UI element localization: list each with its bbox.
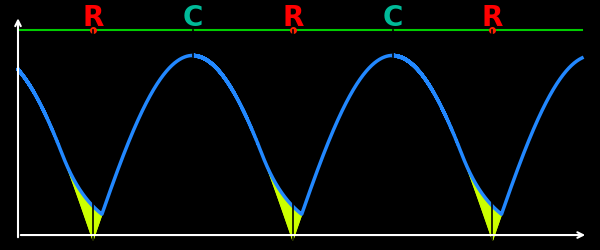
Text: C: C	[183, 4, 203, 32]
Text: R: R	[282, 4, 304, 32]
Text: C: C	[383, 4, 403, 32]
Text: R: R	[481, 4, 503, 32]
Text: R: R	[82, 4, 104, 32]
